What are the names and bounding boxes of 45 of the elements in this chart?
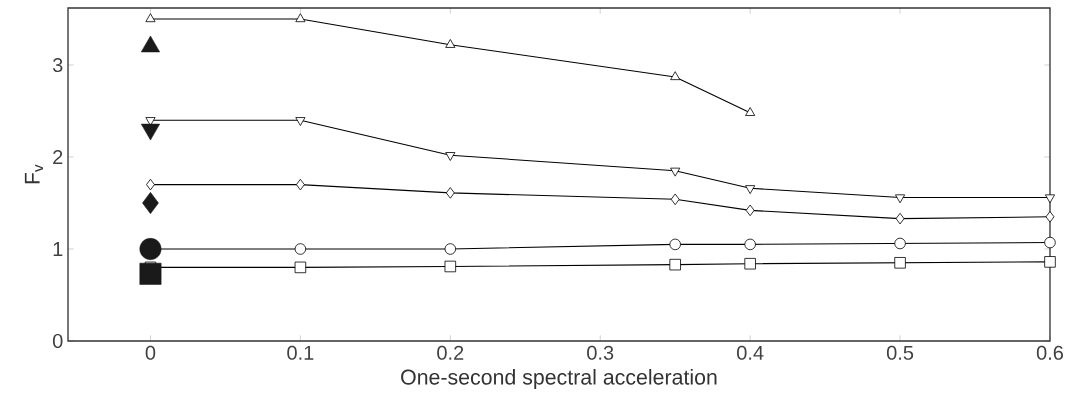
- point: [744, 238, 756, 251]
- point: [744, 257, 756, 270]
- point: [745, 107, 756, 116]
- y-axis-title: F$_{v}$: [24, 164, 44, 184]
- point: [894, 237, 906, 250]
- y-tick-label: 2: [53, 150, 63, 164]
- point: [669, 238, 681, 251]
- x-tick-label: 0.1: [287, 345, 314, 360]
- x-tick-label: 0.3: [587, 345, 614, 360]
- point: [139, 262, 162, 285]
- point: [895, 212, 905, 225]
- y-tick-label: 1: [53, 242, 63, 256]
- point: [294, 261, 307, 274]
- point: [1044, 256, 1056, 268]
- point: [294, 243, 307, 255]
- point: [145, 13, 156, 23]
- point: [1045, 211, 1055, 223]
- point: [1044, 236, 1056, 249]
- point: [745, 204, 755, 217]
- point: [295, 117, 306, 126]
- point: [895, 194, 906, 204]
- x-tick-label: 0: [145, 345, 156, 360]
- point: [445, 39, 456, 48]
- point: [670, 193, 680, 206]
- point: [670, 167, 681, 177]
- point: [139, 238, 162, 260]
- y-tick-label: 0: [52, 333, 63, 349]
- x-axis-title: One-second spectral acceleration: [401, 369, 717, 389]
- point: [745, 185, 756, 195]
- point: [445, 152, 456, 161]
- point: [295, 178, 305, 191]
- y-tick-label: 3: [52, 57, 63, 73]
- x-tick-label: 0.5: [886, 345, 914, 360]
- point: [445, 187, 455, 199]
- point: [444, 243, 457, 255]
- x-tick-label: 0.6: [1036, 345, 1064, 360]
- x-tick-label: 0.2: [437, 345, 464, 360]
- point: [670, 71, 681, 81]
- point: [894, 257, 906, 269]
- point: [444, 260, 457, 273]
- point: [1044, 194, 1056, 204]
- point: [142, 192, 159, 214]
- point: [295, 13, 306, 23]
- x-tick-label: 0.4: [737, 345, 764, 360]
- point: [669, 258, 681, 271]
